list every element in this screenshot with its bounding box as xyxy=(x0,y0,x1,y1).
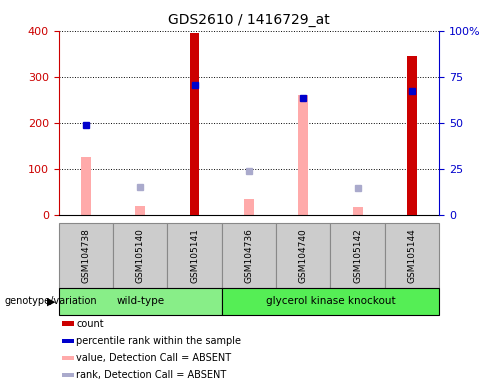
Bar xyxy=(353,207,363,215)
Text: genotype/variation: genotype/variation xyxy=(5,296,98,306)
Text: GSM105140: GSM105140 xyxy=(136,228,144,283)
Bar xyxy=(330,223,385,288)
Bar xyxy=(135,206,145,215)
Bar xyxy=(113,223,167,288)
Bar xyxy=(385,223,439,288)
Bar xyxy=(276,223,330,288)
Text: GSM105142: GSM105142 xyxy=(353,228,362,283)
Text: GSM104740: GSM104740 xyxy=(299,228,308,283)
Bar xyxy=(59,223,113,288)
Bar xyxy=(62,356,74,360)
Text: ▶: ▶ xyxy=(47,296,56,306)
Text: GSM105141: GSM105141 xyxy=(190,228,199,283)
Bar xyxy=(81,157,91,215)
Title: GDS2610 / 1416729_at: GDS2610 / 1416729_at xyxy=(168,13,330,27)
Bar xyxy=(222,288,439,315)
Text: GSM104736: GSM104736 xyxy=(244,228,253,283)
Text: percentile rank within the sample: percentile rank within the sample xyxy=(76,336,241,346)
Bar xyxy=(62,321,74,326)
Text: rank, Detection Call = ABSENT: rank, Detection Call = ABSENT xyxy=(76,370,226,381)
Text: GSM104738: GSM104738 xyxy=(81,228,90,283)
Bar xyxy=(190,33,200,215)
Bar xyxy=(222,223,276,288)
Text: wild-type: wild-type xyxy=(116,296,164,306)
Text: glycerol kinase knockout: glycerol kinase knockout xyxy=(265,296,395,306)
Bar xyxy=(244,199,254,215)
Text: count: count xyxy=(76,318,103,329)
Bar xyxy=(167,223,222,288)
Bar xyxy=(62,373,74,377)
Bar xyxy=(59,288,222,315)
Bar xyxy=(407,56,417,215)
Bar xyxy=(298,95,308,215)
Text: GSM105144: GSM105144 xyxy=(407,228,417,283)
Bar xyxy=(62,339,74,343)
Text: value, Detection Call = ABSENT: value, Detection Call = ABSENT xyxy=(76,353,231,363)
